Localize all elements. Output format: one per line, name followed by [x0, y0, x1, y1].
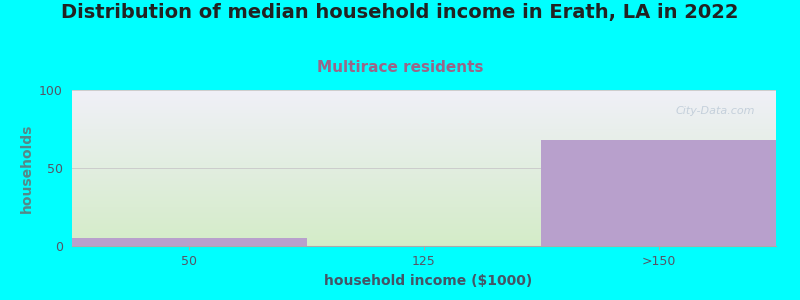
- Y-axis label: households: households: [19, 123, 34, 213]
- Text: City-Data.com: City-Data.com: [675, 106, 755, 116]
- Text: household income ($1000): household income ($1000): [324, 274, 532, 288]
- Text: Multirace residents: Multirace residents: [317, 60, 483, 75]
- Text: Distribution of median household income in Erath, LA in 2022: Distribution of median household income …: [62, 3, 738, 22]
- Bar: [72, 238, 306, 246]
- Bar: [542, 140, 776, 246]
